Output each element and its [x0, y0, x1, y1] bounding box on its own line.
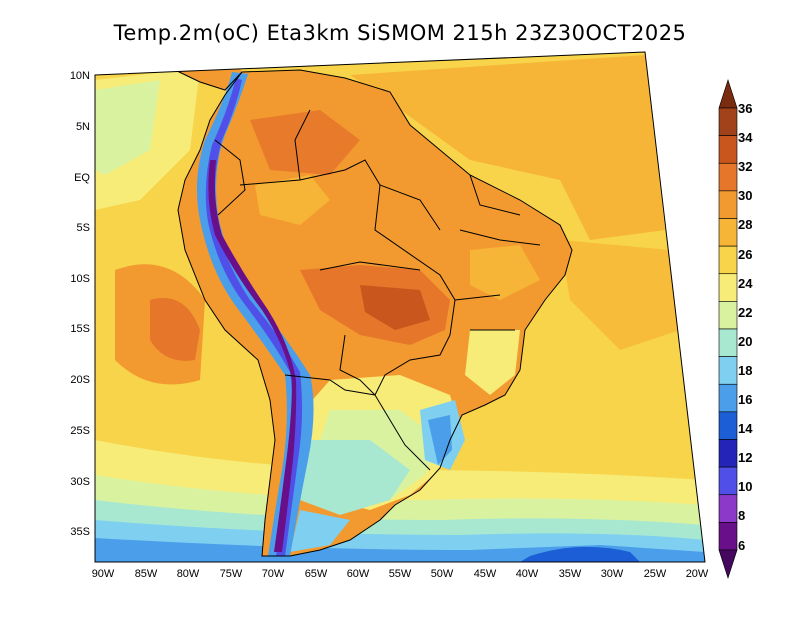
colorbar-swatches	[718, 79, 738, 579]
pacific-warmer-core	[150, 298, 200, 361]
colorbar-min-arrow	[718, 549, 738, 579]
patagonia-cool	[290, 510, 350, 552]
argentina-north-border	[284, 374, 376, 396]
colorbar-swatch	[718, 190, 738, 219]
colorbar: 36 34 32 30 28 26 24 22 20 18 16 14 12 1…	[718, 79, 753, 579]
lat-label: 30S	[70, 476, 90, 488]
lat-label: 10S	[70, 273, 90, 285]
colorbar-label: 20	[738, 334, 752, 349]
lon-label: 20W	[686, 568, 709, 580]
lat-label: EQ	[74, 172, 90, 184]
lon-label: 55W	[389, 568, 412, 580]
colorbar-swatch	[718, 328, 738, 357]
pacific-cool-north-core	[95, 80, 160, 175]
lon-label: 90W	[92, 568, 115, 580]
state-borders	[454, 174, 541, 331]
lat-label: 25S	[70, 425, 90, 437]
brazil-border	[239, 159, 456, 471]
lon-label: 35W	[559, 568, 582, 580]
lon-label: 85W	[135, 568, 158, 580]
peru-border	[214, 139, 246, 216]
andes-coldest-core	[208, 160, 297, 552]
colorbar-swatch	[718, 273, 738, 302]
southern-cold-patch	[520, 546, 640, 562]
colorbar-label: 12	[738, 450, 752, 465]
colorbar-label: 24	[738, 276, 753, 291]
lat-label: 15S	[70, 323, 90, 335]
amazon-hot-region	[250, 110, 360, 175]
colorbar-swatch	[718, 439, 738, 468]
political-boundaries	[139, 59, 573, 557]
colorbar-swatch	[718, 411, 738, 440]
lon-label: 50W	[431, 568, 454, 580]
inner-borders	[294, 109, 441, 231]
lon-label: 65W	[305, 568, 328, 580]
lat-label: 10N	[70, 70, 90, 82]
lat-label: 20S	[70, 374, 90, 386]
lat-label: 35S	[70, 526, 90, 538]
lon-label: 80W	[177, 568, 200, 580]
lon-label: 25W	[644, 568, 667, 580]
lat-label: 5N	[76, 121, 90, 133]
colorbar-label: 10	[738, 479, 752, 494]
colorbar-label: 14	[738, 421, 753, 436]
colorbar-label: 30	[738, 188, 752, 203]
colorbar-label: 22	[738, 305, 752, 320]
colorbar-label: 6	[738, 538, 745, 553]
colorbar-label: 32	[738, 159, 752, 174]
colorbar-swatch	[718, 301, 738, 330]
interior-hottest-core	[360, 285, 430, 330]
colorbar-label: 8	[738, 508, 745, 523]
colorbar-label: 26	[738, 247, 752, 262]
map-panel	[94, 51, 706, 563]
colorbar-swatch	[718, 107, 738, 136]
colorbar-label: 28	[738, 217, 752, 232]
colorbar-swatch	[718, 135, 738, 164]
southern-cone-20	[300, 440, 410, 515]
lon-label: 30W	[601, 568, 624, 580]
atlantic-warm-east	[560, 240, 680, 350]
lat-label: 5S	[77, 222, 90, 234]
colorbar-swatch	[718, 494, 738, 523]
continent-coastline	[177, 69, 573, 557]
colorbar-swatch	[718, 466, 738, 496]
northeast-cooler-patch	[470, 245, 540, 300]
lon-label: 60W	[347, 568, 370, 580]
colorbar-swatch	[718, 218, 738, 247]
colorbar-swatch	[718, 245, 738, 275]
colorbar-label: 36	[738, 101, 752, 116]
colorbar-label: 16	[738, 392, 752, 407]
southeast-cool-region	[465, 330, 520, 395]
longitude-axis: 90W 85W 80W 75W 70W 65W 60W 55W 50W 45W …	[92, 568, 709, 580]
bolivia-border	[319, 261, 421, 271]
colorbar-label: 18	[738, 363, 752, 378]
colorbar-swatch	[718, 162, 738, 192]
colorbar-swatch	[718, 522, 738, 551]
colorbar-max-arrow	[718, 79, 738, 109]
amazon-cooler-patch	[255, 175, 330, 225]
lon-label: 75W	[220, 568, 243, 580]
colorbar-label: 34	[738, 130, 753, 145]
lon-label: 40W	[516, 568, 539, 580]
latitude-axis: 10N 5N EQ 5S 10S 15S 20S 25S 30S 35S	[70, 70, 91, 538]
map-frame	[94, 51, 706, 563]
lon-label: 45W	[474, 568, 497, 580]
lon-label: 70W	[262, 568, 285, 580]
colorbar-labels: 36 34 32 30 28 26 24 22 20 18 16 14 12 1…	[738, 101, 753, 553]
colorbar-swatch	[718, 383, 738, 413]
paraguay-border	[339, 334, 376, 396]
map-title: Temp.2m(oC) Eta3km SiSMOM 215h 23Z30OCT2…	[113, 21, 687, 45]
atlantic-warm-region	[350, 55, 665, 240]
colorbar-swatch	[718, 356, 738, 385]
